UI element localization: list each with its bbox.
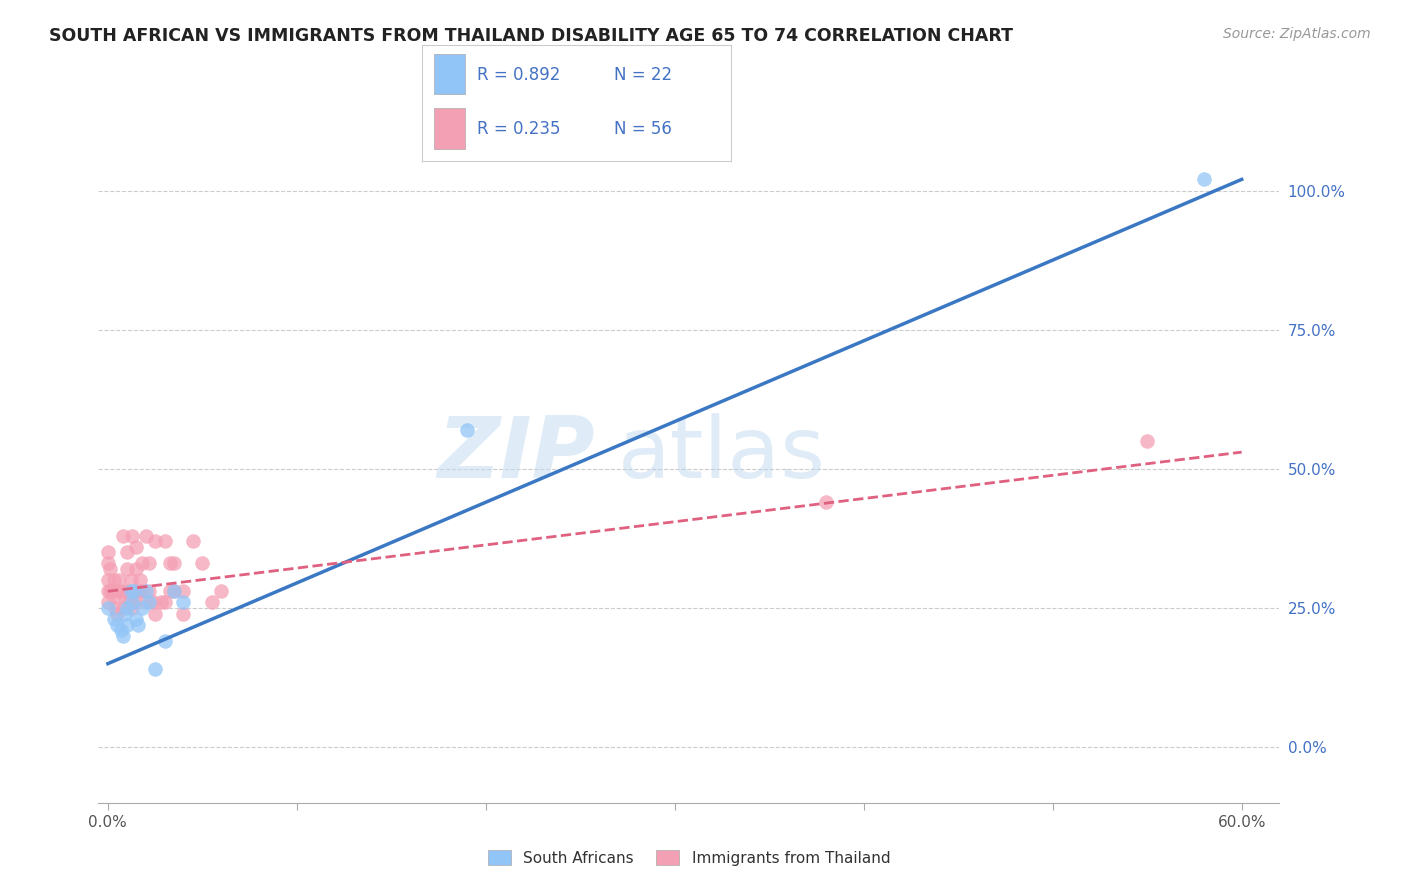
Point	[163, 557, 186, 571]
Text: ZIP: ZIP	[437, 413, 595, 497]
Point	[121, 528, 143, 542]
Point	[1192, 172, 1215, 186]
Point	[103, 612, 125, 626]
Point	[125, 584, 148, 599]
Point	[124, 595, 146, 609]
Point	[115, 601, 138, 615]
Point	[131, 557, 153, 571]
Point	[120, 584, 142, 599]
Point	[814, 495, 837, 509]
Point	[172, 584, 194, 599]
Point	[138, 557, 160, 571]
Point	[163, 584, 186, 599]
Point	[97, 601, 120, 615]
Point	[111, 629, 134, 643]
Point	[138, 595, 160, 609]
Point	[163, 584, 186, 599]
Point	[172, 607, 194, 621]
Point	[149, 595, 172, 609]
Point	[103, 590, 125, 604]
Point	[97, 584, 120, 599]
Point	[127, 617, 149, 632]
Point	[135, 584, 157, 599]
Point	[129, 573, 152, 587]
Point	[131, 584, 153, 599]
Point	[159, 557, 181, 571]
Point	[121, 595, 143, 609]
Point	[456, 423, 478, 437]
Point	[105, 584, 128, 599]
Point	[135, 595, 157, 609]
Point	[138, 584, 160, 599]
Point	[115, 545, 138, 559]
Point	[108, 573, 131, 587]
Point	[201, 595, 224, 609]
Point	[120, 590, 142, 604]
Point	[97, 573, 120, 587]
Point	[115, 584, 138, 599]
Text: SOUTH AFRICAN VS IMMIGRANTS FROM THAILAND DISABILITY AGE 65 TO 74 CORRELATION CH: SOUTH AFRICAN VS IMMIGRANTS FROM THAILAN…	[49, 27, 1014, 45]
Point	[153, 595, 176, 609]
Point	[111, 601, 134, 615]
Point	[97, 557, 120, 571]
Bar	[434, 109, 465, 149]
Legend: South Africans, Immigrants from Thailand: South Africans, Immigrants from Thailand	[482, 844, 896, 871]
Text: atlas: atlas	[619, 413, 827, 497]
Point	[125, 562, 148, 576]
Point	[143, 607, 166, 621]
Point	[100, 584, 122, 599]
Point	[1136, 434, 1159, 448]
Text: N = 56: N = 56	[613, 120, 672, 138]
Text: N = 22: N = 22	[613, 66, 672, 84]
Point	[125, 612, 148, 626]
Point	[131, 601, 153, 615]
Point	[104, 601, 127, 615]
Point	[121, 601, 143, 615]
Point	[115, 617, 138, 632]
Point	[209, 584, 232, 599]
Point	[97, 545, 120, 559]
Point	[153, 534, 176, 549]
Point	[120, 573, 142, 587]
Point	[181, 534, 204, 549]
Point	[114, 607, 136, 621]
Point	[159, 584, 181, 599]
Point	[172, 595, 194, 609]
Point	[135, 528, 157, 542]
Point	[98, 584, 121, 599]
Point	[143, 662, 166, 676]
Point	[124, 584, 146, 599]
Point	[110, 584, 132, 599]
Point	[115, 562, 138, 576]
Point	[98, 562, 121, 576]
Point	[97, 595, 120, 609]
Point	[153, 634, 176, 648]
Point	[105, 607, 128, 621]
Point	[118, 595, 141, 609]
Point	[114, 590, 136, 604]
Point	[111, 528, 134, 542]
Point	[110, 624, 132, 638]
Point	[142, 595, 165, 609]
Point	[103, 573, 125, 587]
Text: Source: ZipAtlas.com: Source: ZipAtlas.com	[1223, 27, 1371, 41]
Bar	[434, 54, 465, 95]
Point	[125, 540, 148, 554]
Point	[143, 534, 166, 549]
Point	[191, 557, 214, 571]
Point	[127, 584, 149, 599]
Point	[105, 617, 128, 632]
Text: R = 0.892: R = 0.892	[478, 66, 561, 84]
Text: R = 0.235: R = 0.235	[478, 120, 561, 138]
